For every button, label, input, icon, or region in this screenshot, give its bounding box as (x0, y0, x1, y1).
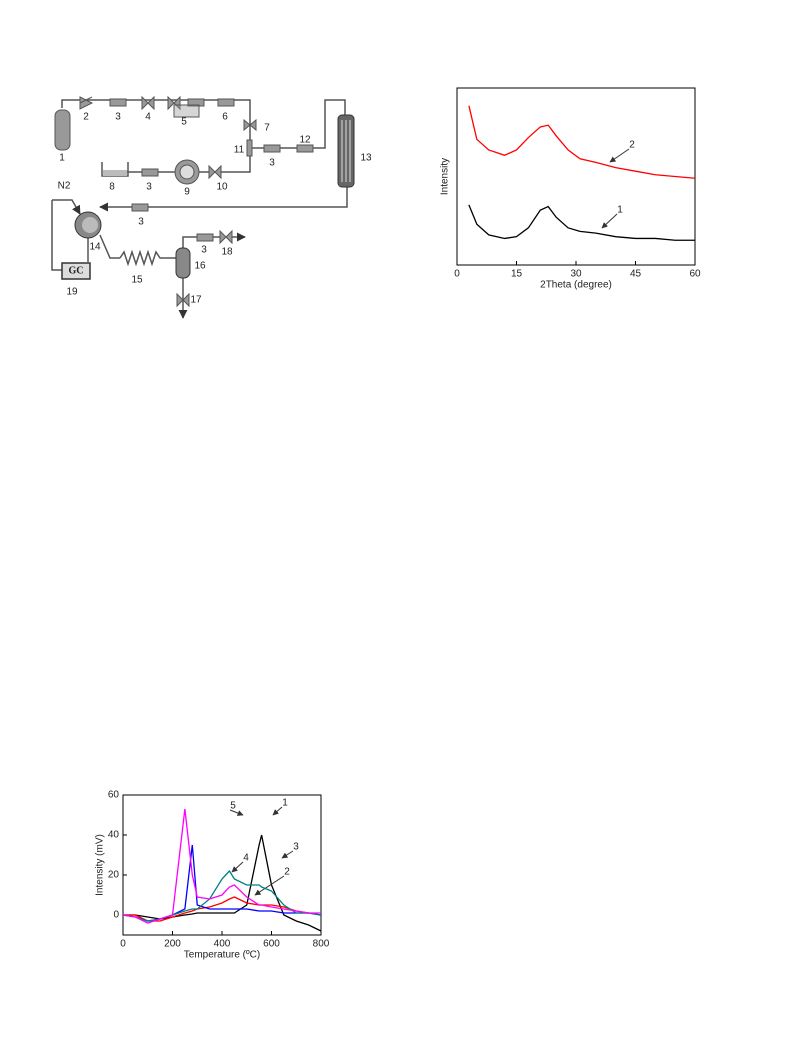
x-tick-label: 0 (454, 269, 460, 280)
label-arrow (281, 850, 294, 859)
diagram-label: 17 (190, 295, 202, 306)
x-tick-label: 15 (511, 269, 523, 280)
x-tick-label: 800 (313, 939, 330, 950)
data-line (468, 204, 695, 241)
x-tick-label: 200 (164, 939, 181, 950)
diagram-label: 14 (89, 242, 101, 253)
diagram-label: 5 (181, 117, 187, 128)
x-tick-label: 600 (263, 939, 280, 950)
label-arrow (229, 809, 244, 816)
label-arrow (231, 861, 244, 873)
x-tick-label: 60 (689, 269, 701, 280)
x-tick-label: 0 (120, 939, 126, 950)
diagram-label: 8 (109, 182, 115, 193)
series-label: 1 (617, 205, 623, 216)
series-label: 5 (230, 801, 236, 812)
y-axis-label: Intensity (440, 158, 451, 195)
diagram-label: 7 (264, 123, 270, 134)
diagram-label: 3 (138, 217, 144, 228)
diagram-label: 3 (201, 245, 207, 256)
diagram-label: 3 (269, 158, 275, 169)
diagram-label: 12 (299, 135, 311, 146)
diagram-label: 3 (115, 112, 121, 123)
diagram-label: 13 (360, 153, 372, 164)
diagram-label: 2 (83, 112, 89, 123)
diagram-label: 16 (194, 261, 206, 272)
data-line (122, 808, 321, 924)
series-label: 3 (293, 842, 299, 853)
plot-frame (122, 794, 322, 936)
label-arrow (272, 806, 283, 816)
diagram-label: 19 (66, 287, 78, 298)
diagram-label: 1 (59, 153, 65, 164)
data-line (123, 834, 322, 932)
diagram-label: 11 (234, 145, 245, 156)
y-tick-label: 20 (108, 870, 120, 881)
diagram-label: 4 (145, 112, 151, 123)
diagram-label: N2 (58, 181, 71, 192)
x-tick-label: 45 (630, 269, 642, 280)
label-arrow (601, 213, 618, 229)
y-tick-label: 60 (108, 790, 120, 801)
diagram-label: GC (69, 265, 84, 276)
diagram-label: 15 (131, 275, 143, 286)
diagram-label: 6 (222, 112, 228, 123)
label-arrow (254, 875, 285, 896)
y-axis-label: Intensity (mV) (95, 834, 106, 896)
series-label: 4 (243, 853, 249, 864)
x-tick-label: 30 (570, 269, 582, 280)
data-line (123, 896, 322, 922)
x-tick-label: 400 (214, 939, 231, 950)
series-label: 1 (282, 798, 288, 809)
diagram-label: 3 (146, 182, 152, 193)
diagram-label: 10 (216, 182, 228, 193)
label-arrow (609, 148, 630, 163)
series-label: 2 (284, 867, 290, 878)
x-axis-label: 2Theta (degree) (540, 280, 612, 291)
diagram-label: 9 (184, 187, 190, 198)
diagram-label: 18 (221, 247, 233, 258)
y-tick-label: 0 (113, 910, 119, 921)
y-tick-label: 40 (108, 830, 120, 841)
x-axis-label: Temperature (ºC) (184, 950, 260, 961)
series-label: 2 (629, 140, 635, 151)
data-line (468, 105, 696, 179)
